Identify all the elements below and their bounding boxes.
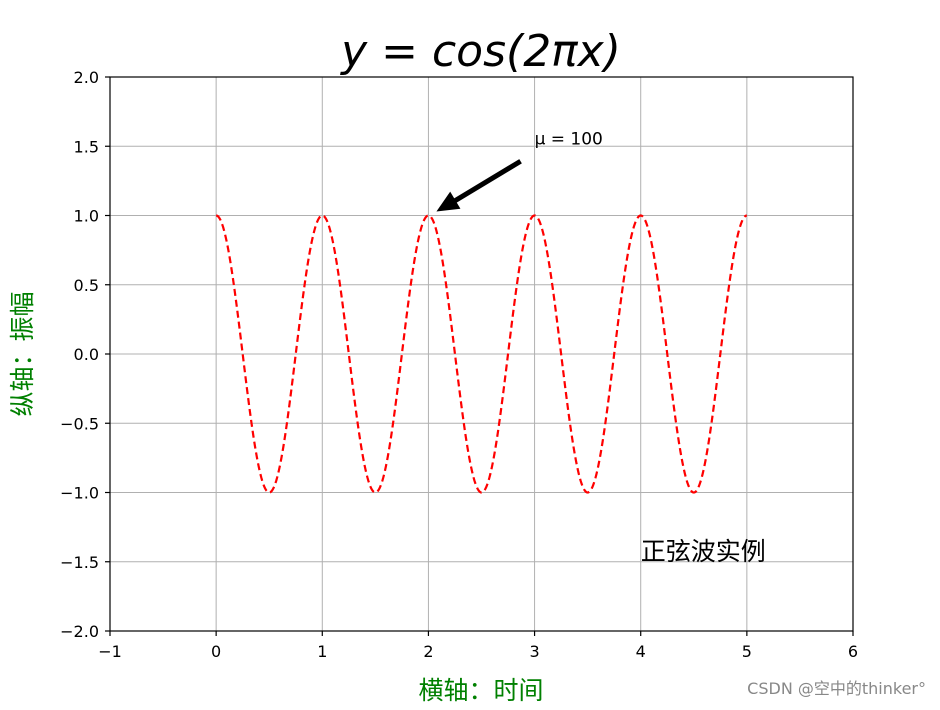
series-line xyxy=(215,214,748,494)
annotation-mu-label: μ = 100 xyxy=(535,129,603,149)
y-tick-label: 1.0 xyxy=(74,207,99,226)
watermark: CSDN @空中的thinker° xyxy=(747,679,926,698)
y-tick-label: −1.5 xyxy=(60,553,99,572)
x-tick-label: 5 xyxy=(742,642,752,661)
annotation-text-label: 正弦波实例 xyxy=(641,537,766,566)
x-tick-label: 1 xyxy=(317,642,327,661)
x-axis-label: 横轴：时间 xyxy=(418,676,543,705)
y-tick-label: 2.0 xyxy=(74,68,99,87)
annotation-arrowhead xyxy=(436,191,461,212)
y-tick-label: −1.0 xyxy=(60,484,99,503)
y-tick-label: 1.5 xyxy=(74,137,99,156)
x-tick-label: 2 xyxy=(423,642,433,661)
annotation-arrow xyxy=(449,159,522,206)
y-axis-label: 纵轴：振幅 xyxy=(8,291,37,416)
x-tick-label: 0 xyxy=(211,642,221,661)
y-tick-label: 0.0 xyxy=(74,345,99,364)
x-tick-label: −1 xyxy=(98,642,122,661)
x-tick-label: 4 xyxy=(636,642,646,661)
x-tick-label: 3 xyxy=(529,642,539,661)
y-tick-label: 0.5 xyxy=(74,276,99,295)
series-layer xyxy=(215,214,748,494)
chart-title: y = cos(2πx) xyxy=(339,26,621,77)
annotation-layer: μ = 100 正弦波实例 xyxy=(436,129,766,566)
y-tick-label: −2.0 xyxy=(60,622,99,641)
x-tick-label: 6 xyxy=(848,642,858,661)
tick-layer: −1 0 1 2 3 4 5 6 −2.0 −1.5 −1.0 −0.5 0.0 0.5 1.0 1.5 2.0 xyxy=(60,68,858,661)
y-tick-label: −0.5 xyxy=(60,414,99,433)
